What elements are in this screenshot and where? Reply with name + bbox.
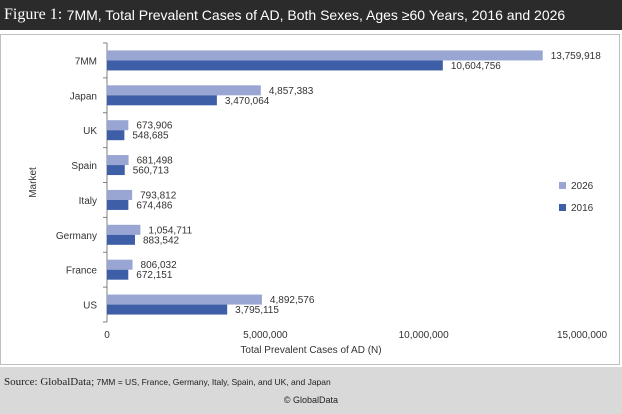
y-tick-label: 7MM <box>75 56 97 67</box>
bar-2026 <box>107 155 129 166</box>
bar-2016 <box>107 60 443 71</box>
source-label: Source: <box>4 376 38 388</box>
data-label: 672,151 <box>136 270 173 281</box>
data-label: 1,054,711 <box>148 225 192 236</box>
bar-2026 <box>107 259 133 270</box>
bar-2026 <box>107 189 133 200</box>
legend-swatch-2016 <box>559 204 566 211</box>
data-label: 10,604,756 <box>451 61 501 72</box>
data-label: 681,498 <box>137 156 174 167</box>
data-label: 3,795,115 <box>235 305 279 316</box>
bar-2016 <box>107 269 129 280</box>
bar-2016 <box>107 165 125 176</box>
data-label: 4,857,383 <box>269 86 314 97</box>
source-line: Source: GlobalData; 7MM = US, France, Ge… <box>4 376 331 388</box>
figure-title: 7MM, Total Prevalent Cases of AD, Both S… <box>66 7 566 23</box>
y-tick-label: France <box>66 266 98 277</box>
data-label: 793,812 <box>140 190 177 201</box>
y-tick-label: US <box>83 301 97 312</box>
y-tick-label: Spain <box>71 161 97 172</box>
bar-2026 <box>107 294 262 305</box>
y-tick-label: Italy <box>79 196 97 207</box>
bar-2026 <box>107 85 261 96</box>
legend-label: 2026 <box>571 181 594 192</box>
y-tick-label: Japan <box>70 91 97 102</box>
data-label: 560,713 <box>133 166 170 177</box>
legend-swatch-2026 <box>559 182 566 189</box>
copyright: © GlobalData <box>283 395 339 405</box>
bar-2026 <box>107 50 543 61</box>
data-label: 548,685 <box>132 131 169 142</box>
bar-2016 <box>107 130 125 141</box>
footer: Source: GlobalData; 7MM = US, France, Ge… <box>0 367 622 414</box>
source-org: GlobalData; <box>37 376 95 388</box>
data-label: 13,759,918 <box>551 51 601 62</box>
x-tick-label: 10,000,000 <box>399 330 449 341</box>
bar-2016 <box>107 95 217 106</box>
y-tick-label: Germany <box>56 231 97 242</box>
data-label: 806,032 <box>141 260 178 271</box>
data-label: 3,470,064 <box>225 96 270 107</box>
bar-2026 <box>107 120 129 131</box>
y-tick-label: UK <box>83 126 97 137</box>
bar-chart: 7MM 13,759,918 10,604,756 Japan 4,857,3833,4… <box>28 42 607 356</box>
y-axis-title: Market <box>28 167 39 198</box>
bar-2026 <box>107 224 141 235</box>
data-label: 883,542 <box>143 235 180 246</box>
data-label: 673,906 <box>136 121 173 132</box>
source-note: 7MM = US, France, Germany, Italy, Spain,… <box>94 377 331 387</box>
data-label: 4,892,576 <box>270 295 315 306</box>
chart-frame: 7MM 13,759,918 10,604,756 Japan 4,857,383 3,4… <box>0 34 620 365</box>
x-tick-label: 5,000,000 <box>243 330 288 341</box>
figure-label: Figure 1: <box>4 6 63 23</box>
x-axis-title: Total Prevalent Cases of AD (N) <box>240 345 381 356</box>
bar-2016 <box>107 234 135 245</box>
bar-2016 <box>107 304 228 315</box>
x-tick-label: 15,000,000 <box>557 330 607 341</box>
legend-label: 2016 <box>571 203 594 214</box>
x-tick-label: 0 <box>104 330 110 341</box>
data-label: 674,486 <box>136 200 173 211</box>
bar-2016 <box>107 199 129 210</box>
figure-title-bar: Figure 1: 7MM, Total Prevalent Cases of … <box>0 0 622 30</box>
